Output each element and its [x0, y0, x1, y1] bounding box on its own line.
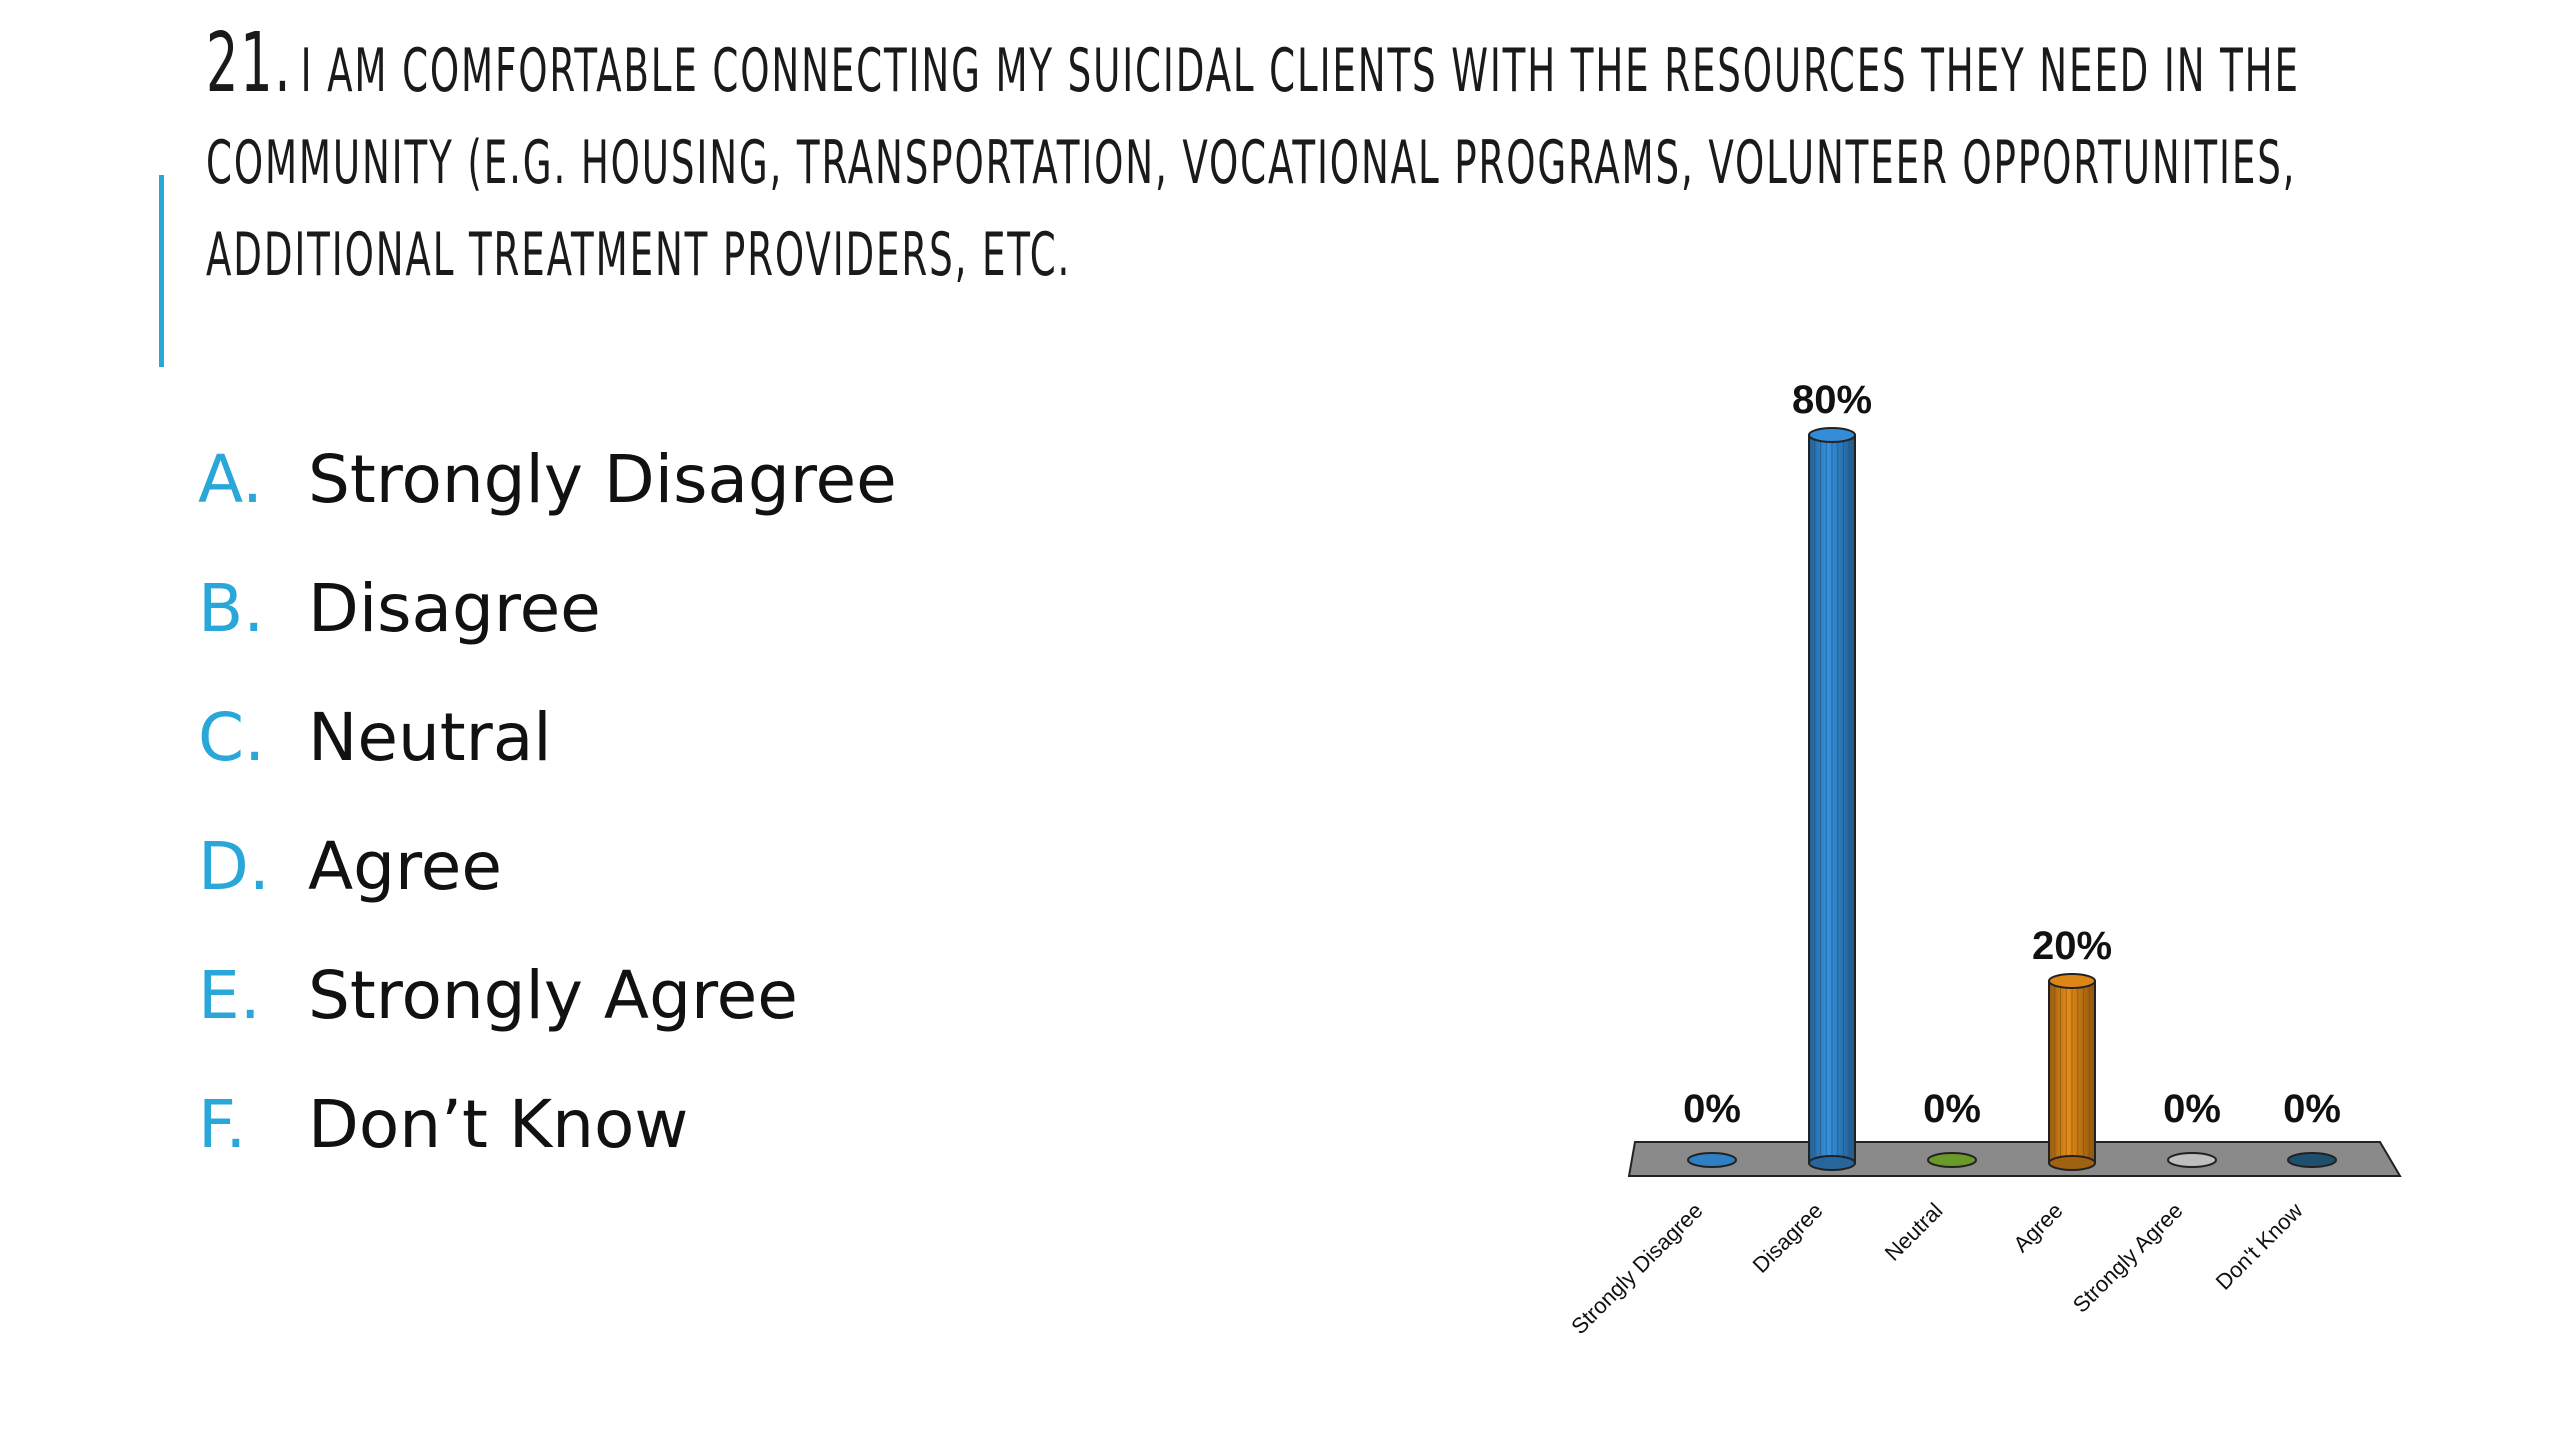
bar-2	[1927, 1152, 1977, 1168]
question-text: I AM COMFORTABLE CONNECTING MY SUICIDAL …	[206, 36, 2300, 290]
category-label: Disagree	[1748, 1198, 1828, 1278]
category-label: Strongly Agree	[2068, 1198, 2188, 1318]
bar-3	[2048, 973, 2096, 1171]
accent-bar	[159, 175, 164, 367]
category-label: Strongly Disagree	[1566, 1198, 1707, 1339]
value-label: 0%	[2283, 1087, 2341, 1131]
option-label: Agree	[308, 828, 502, 905]
option-label: Neutral	[308, 699, 552, 776]
category-label: Don't Know	[2211, 1198, 2308, 1295]
option-d: D. Agree	[198, 817, 897, 946]
option-e: E. Strongly Agree	[198, 946, 897, 1075]
value-label: 80%	[1792, 378, 1872, 422]
option-label: Don’t Know	[308, 1086, 689, 1163]
answer-options: A. Strongly Disagree B. Disagree C. Neut…	[198, 430, 897, 1204]
value-label: 0%	[1923, 1087, 1981, 1131]
option-letter: A.	[198, 441, 263, 518]
chart-floor	[1627, 1141, 2402, 1177]
bar-4	[2167, 1152, 2217, 1168]
option-letter: D.	[198, 828, 270, 905]
bar-5	[2287, 1152, 2337, 1168]
option-c: C. Neutral	[198, 688, 897, 817]
value-label: 0%	[1683, 1087, 1741, 1131]
question-title: 21. I AM COMFORTABLE CONNECTING MY SUICI…	[206, 22, 2298, 306]
category-label: Agree	[2008, 1198, 2067, 1257]
option-a: A. Strongly Disagree	[198, 430, 897, 559]
option-letter: B.	[198, 570, 265, 647]
option-letter: C.	[198, 699, 266, 776]
option-letter: F.	[198, 1086, 247, 1163]
option-label: Strongly Disagree	[308, 441, 897, 518]
bar-0	[1687, 1152, 1737, 1168]
bar-1	[1808, 427, 1856, 1171]
option-label: Disagree	[308, 570, 601, 647]
option-label: Strongly Agree	[308, 957, 798, 1034]
option-letter: E.	[198, 957, 261, 1034]
value-label: 20%	[2032, 924, 2112, 968]
category-label: Neutral	[1880, 1198, 1948, 1266]
value-label: 0%	[2163, 1087, 2221, 1131]
question-number: 21.	[206, 16, 293, 111]
option-b: B. Disagree	[198, 559, 897, 688]
option-f: F. Don’t Know	[198, 1075, 897, 1204]
